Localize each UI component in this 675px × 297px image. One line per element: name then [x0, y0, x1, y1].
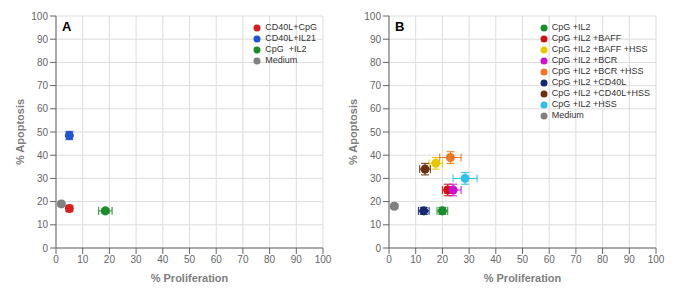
svg-text:60: 60: [211, 254, 223, 265]
svg-text:% Proliferation: % Proliferation: [484, 272, 562, 284]
svg-text:80: 80: [264, 254, 276, 265]
svg-text:30: 30: [370, 173, 382, 184]
svg-text:70: 70: [570, 254, 582, 265]
svg-text:10: 10: [77, 254, 89, 265]
svg-text:60: 60: [37, 103, 49, 114]
html-text:CD40L+IL21: CD40L+IL21: [265, 33, 316, 43]
html-text:CpG +IL2 +HSS: CpG +IL2 +HSS: [551, 99, 617, 109]
svg-text:40: 40: [157, 254, 169, 265]
html-text:CD40L+CpG: CD40L+CpG: [265, 22, 317, 32]
svg-text:100: 100: [315, 254, 332, 265]
svg-text:90: 90: [370, 34, 382, 45]
html-text:CpG +IL2 +BCR: CpG +IL2 +BCR: [551, 55, 618, 65]
svg-text:40: 40: [370, 150, 382, 161]
svg-text:50: 50: [517, 254, 529, 265]
svg-text:50: 50: [184, 254, 196, 265]
svg-text:40: 40: [490, 254, 502, 265]
svg-text:0: 0: [53, 254, 59, 265]
svg-text:20: 20: [37, 196, 49, 207]
html-text:CpG +IL2 +BAFF: CpG +IL2 +BAFF: [551, 33, 622, 43]
html-text:Medium: Medium: [551, 110, 584, 120]
svg-text:90: 90: [291, 254, 303, 265]
svg-text:80: 80: [37, 57, 49, 68]
svg-text:% Proliferation: % Proliferation: [151, 272, 229, 284]
svg-text:50: 50: [370, 127, 382, 138]
svg-text:0: 0: [375, 243, 381, 254]
svg-text:20: 20: [437, 254, 449, 265]
svg-text:0: 0: [42, 243, 48, 254]
svg-text:30: 30: [131, 254, 143, 265]
html-text:CpG +IL2: CpG +IL2: [265, 44, 307, 54]
svg-text:100: 100: [31, 11, 48, 22]
svg-text:10: 10: [410, 254, 422, 265]
html-text:CpG +IL2 +CD40L: CpG +IL2 +CD40L: [551, 77, 627, 87]
html-text:CpG +IL2 +BAFF +HSS: CpG +IL2 +BAFF +HSS: [551, 44, 648, 54]
svg-text:60: 60: [370, 103, 382, 114]
svg-text:70: 70: [370, 80, 382, 91]
svg-text:50: 50: [37, 127, 49, 138]
svg-text:70: 70: [237, 254, 249, 265]
svg-text:80: 80: [597, 254, 609, 265]
svg-text:10: 10: [370, 219, 382, 230]
svg-text:70: 70: [37, 80, 49, 91]
svg-text:90: 90: [624, 254, 636, 265]
html-text:Medium: Medium: [265, 55, 298, 65]
svg-text:% Apoptosis: % Apoptosis: [347, 99, 359, 165]
svg-text:% Apoptosis: % Apoptosis: [14, 99, 26, 165]
html-text:CpG +IL2 +CD40L+HSS: CpG +IL2 +CD40L+HSS: [551, 88, 650, 98]
svg-text:40: 40: [37, 150, 49, 161]
svg-text:10: 10: [37, 219, 49, 230]
html-text:CpG +IL2: CpG +IL2: [551, 22, 591, 32]
svg-text:100: 100: [364, 11, 381, 22]
svg-text:100: 100: [648, 254, 665, 265]
html-text:A: A: [62, 19, 72, 34]
svg-text:30: 30: [37, 173, 49, 184]
svg-text:20: 20: [370, 196, 382, 207]
svg-text:60: 60: [544, 254, 556, 265]
html-text:B: B: [395, 19, 405, 34]
svg-text:20: 20: [104, 254, 116, 265]
svg-text:0: 0: [386, 254, 392, 265]
svg-text:30: 30: [464, 254, 476, 265]
html-text:CpG +IL2 +BCR +HSS: CpG +IL2 +BCR +HSS: [551, 66, 644, 76]
svg-text:90: 90: [37, 34, 49, 45]
svg-text:80: 80: [370, 57, 382, 68]
